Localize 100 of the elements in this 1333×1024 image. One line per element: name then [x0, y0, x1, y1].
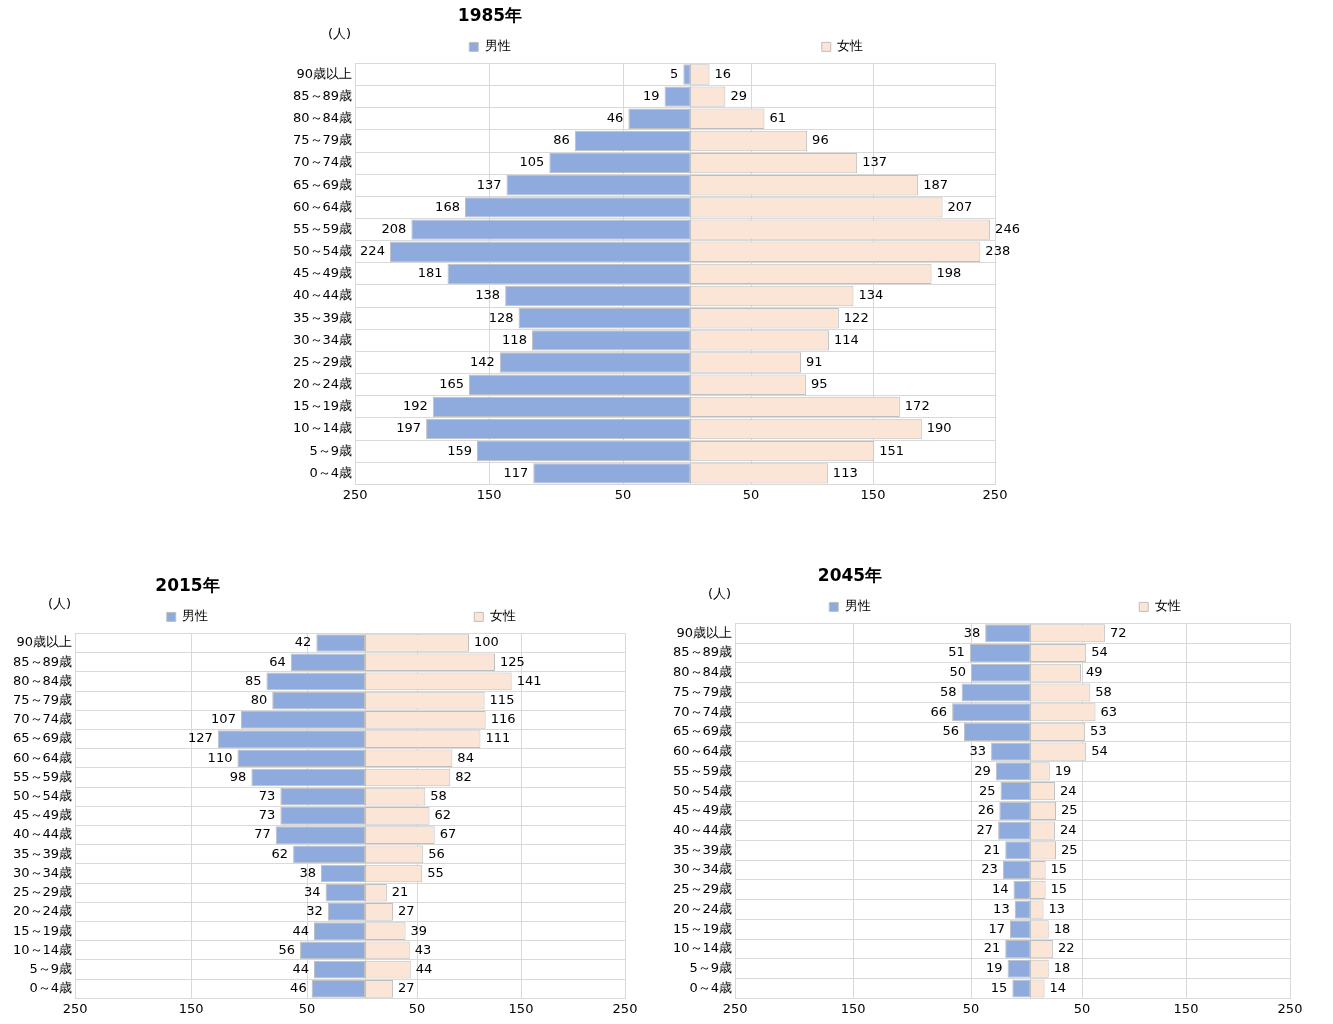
data-label: 127: [187, 730, 213, 746]
data-label: 67: [439, 826, 457, 842]
x-tick-label: 150: [840, 1000, 866, 1016]
data-label: 49: [1085, 664, 1103, 680]
y-tick-label: 20～24歳: [672, 900, 733, 916]
data-label: 17: [988, 920, 1005, 936]
x-tick-label: 150: [860, 486, 886, 502]
data-label: 58: [1095, 683, 1112, 699]
x-tick-label: 250: [1277, 1000, 1303, 1016]
data-label: 192: [402, 398, 428, 414]
data-label: 38: [963, 624, 981, 640]
x-tick-label: 150: [178, 1000, 204, 1016]
data-label: 100: [474, 634, 499, 650]
y-tick-label: 15～19歳: [12, 922, 73, 938]
chart-title: 2015年: [155, 574, 220, 595]
data-label: 118: [502, 331, 527, 347]
data-label: 113: [832, 464, 858, 480]
data-label: 25: [1061, 841, 1078, 857]
data-label: 80: [250, 692, 268, 708]
data-label: 159: [447, 442, 472, 458]
x-tick-label: 150: [508, 1000, 534, 1016]
data-label: 86: [553, 132, 570, 148]
x-tick-label: 50: [298, 1000, 316, 1016]
chart-title: 2045年: [817, 564, 883, 585]
data-label: 24: [1059, 822, 1077, 838]
data-label: 85: [244, 672, 262, 688]
data-label: 26: [977, 802, 995, 818]
legend-label: 女性: [489, 608, 516, 624]
y-tick-label: 65～69歳: [292, 176, 353, 192]
data-label: 62: [271, 845, 289, 861]
y-tick-label: 0～4歳: [309, 464, 353, 480]
y-axis-title: (人): [47, 596, 72, 612]
y-tick-label: 35～39歳: [292, 309, 353, 325]
data-label: 54: [1091, 743, 1108, 759]
y-tick-label: 55～59歳: [12, 768, 73, 784]
y-tick-label: 40～44歳: [292, 287, 353, 303]
data-label: 51: [948, 644, 965, 660]
data-label: 29: [730, 88, 747, 104]
data-label: 44: [292, 960, 309, 976]
y-tick-label: 65～69歳: [12, 730, 73, 746]
y-tick-label: 80～84歳: [672, 664, 733, 680]
data-label: 38: [299, 864, 316, 880]
data-label: 73: [258, 807, 276, 823]
data-label: 111: [485, 730, 511, 746]
data-label: 122: [843, 309, 869, 325]
y-tick-label: 70～74歳: [12, 711, 73, 727]
legend-label: 男性: [182, 608, 209, 624]
data-label: 168: [435, 198, 460, 214]
data-label: 56: [428, 845, 445, 861]
data-label: 82: [455, 768, 472, 784]
y-tick-label: 60～64歳: [12, 749, 73, 765]
data-label: 125: [500, 653, 525, 669]
data-label: 73: [258, 788, 276, 804]
data-label: 55: [427, 864, 444, 880]
data-label: 24: [1059, 782, 1077, 798]
y-tick-label: 80～84歳: [12, 672, 73, 688]
data-label: 19: [1054, 762, 1072, 778]
data-label: 224: [360, 243, 385, 259]
y-tick-label: 40～44歳: [672, 822, 733, 838]
y-tick-label: 20～24歳: [12, 903, 73, 919]
data-label: 13: [993, 900, 1010, 916]
data-label: 138: [475, 287, 501, 303]
data-label: 27: [398, 980, 415, 996]
data-label: 54: [1091, 644, 1108, 660]
y-tick-label: 30～34歳: [12, 864, 73, 880]
data-label: 21: [391, 884, 409, 900]
data-label: 33: [969, 743, 987, 759]
y-tick-label: 25～29歳: [292, 353, 353, 369]
data-label: 53: [1090, 723, 1107, 739]
data-label: 110: [207, 749, 233, 765]
data-label: 66: [930, 703, 948, 719]
x-tick-label: 150: [476, 486, 502, 502]
data-label: 172: [904, 398, 930, 414]
y-tick-label: 0～4歳: [689, 979, 733, 995]
y-axis-title: (人): [707, 586, 732, 602]
y-tick-label: 75～79歳: [672, 683, 733, 699]
data-label: 21: [983, 841, 1001, 857]
data-label: 34: [304, 884, 321, 900]
x-tick-label: 50: [1073, 1000, 1091, 1016]
data-label: 27: [976, 822, 994, 838]
y-tick-label: 90歳以上: [16, 634, 73, 650]
data-label: 142: [469, 353, 495, 369]
legend-label: 女性: [837, 38, 864, 54]
y-tick-label: 5～9歳: [29, 960, 73, 976]
data-label: 115: [489, 692, 515, 708]
data-label: 207: [947, 198, 973, 214]
y-tick-label: 75～79歳: [292, 132, 353, 148]
data-label: 116: [490, 711, 516, 727]
data-label: 181: [417, 265, 443, 281]
y-tick-label: 25～29歳: [12, 884, 73, 900]
data-label: 43: [414, 941, 432, 957]
y-tick-label: 5～9歳: [309, 442, 353, 458]
y-tick-label: 15～19歳: [292, 398, 353, 414]
y-tick-label: 5～9歳: [689, 960, 733, 976]
y-tick-label: 10～14歳: [672, 940, 733, 956]
data-label: 19: [643, 88, 660, 104]
x-tick-label: 250: [62, 1000, 88, 1016]
y-tick-label: 70～74歳: [672, 703, 733, 719]
y-tick-label: 90歳以上: [676, 624, 733, 640]
data-label: 44: [292, 922, 309, 938]
